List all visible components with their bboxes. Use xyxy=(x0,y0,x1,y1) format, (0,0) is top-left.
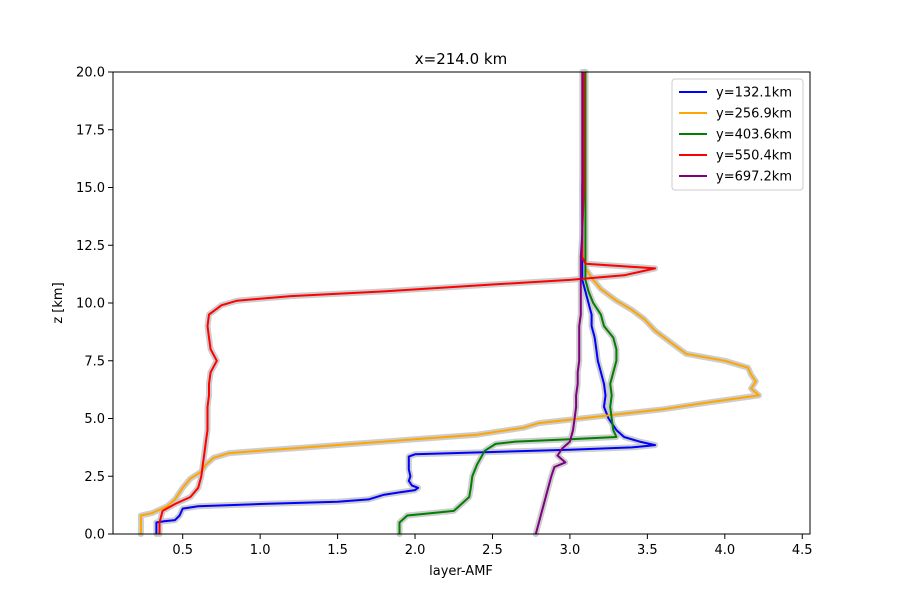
uncertainty-bands xyxy=(137,69,762,537)
legend-box xyxy=(671,78,804,191)
y-tick-label: 20.0 xyxy=(76,66,105,81)
legend-entry: y=132.1km xyxy=(716,86,792,101)
y-axis-label: z [km] xyxy=(51,282,66,323)
legend-entry: y=697.2km xyxy=(716,170,792,185)
legend: y=132.1km y=256.9km y=403.6km y=550.4km y=69… xyxy=(671,78,804,191)
y-tick-label: 2.5 xyxy=(84,470,105,485)
x-tick-label: 1.5 xyxy=(327,543,348,558)
x-tick-label: 4.0 xyxy=(714,543,735,558)
x-tick-label: 3.5 xyxy=(637,543,658,558)
x-tick-label: 0.5 xyxy=(172,543,193,558)
y-tick-label: 15.0 xyxy=(76,181,105,196)
series-line-5 xyxy=(534,72,584,535)
x-tick-label: 2.5 xyxy=(482,543,503,558)
x-axis: 0.5 1.0 1.5 2.0 2.5 3.0 3.5 4.0 4.5 xyxy=(172,534,813,558)
y-tick-label: 12.5 xyxy=(76,239,105,254)
legend-entry: y=403.6km xyxy=(716,128,792,143)
series-line-3 xyxy=(398,72,618,534)
series-line-2 xyxy=(139,72,760,534)
y-tick-label: 0.0 xyxy=(84,528,105,543)
legend-entry: y=256.9km xyxy=(716,107,792,122)
series-line-4 xyxy=(158,72,657,534)
x-tick-label: 4.5 xyxy=(792,543,813,558)
legend-entry: y=550.4km xyxy=(716,149,792,164)
y-tick-label: 5.0 xyxy=(84,412,105,427)
series-line-1 xyxy=(155,72,657,534)
x-tick-label: 3.0 xyxy=(560,543,581,558)
y-axis: 0.0 2.5 5.0 7.5 10.0 12.5 15.0 17.5 20.0 xyxy=(76,66,113,543)
x-tick-label: 1.0 xyxy=(250,543,271,558)
x-axis-label: layer-AMF xyxy=(429,564,493,579)
y-tick-label: 10.0 xyxy=(76,297,105,312)
y-tick-label: 17.5 xyxy=(76,123,105,138)
y-tick-label: 7.5 xyxy=(84,354,105,369)
series-lines xyxy=(139,72,760,535)
x-tick-label: 2.0 xyxy=(405,543,426,558)
chart-title: x=214.0 km xyxy=(415,50,507,68)
